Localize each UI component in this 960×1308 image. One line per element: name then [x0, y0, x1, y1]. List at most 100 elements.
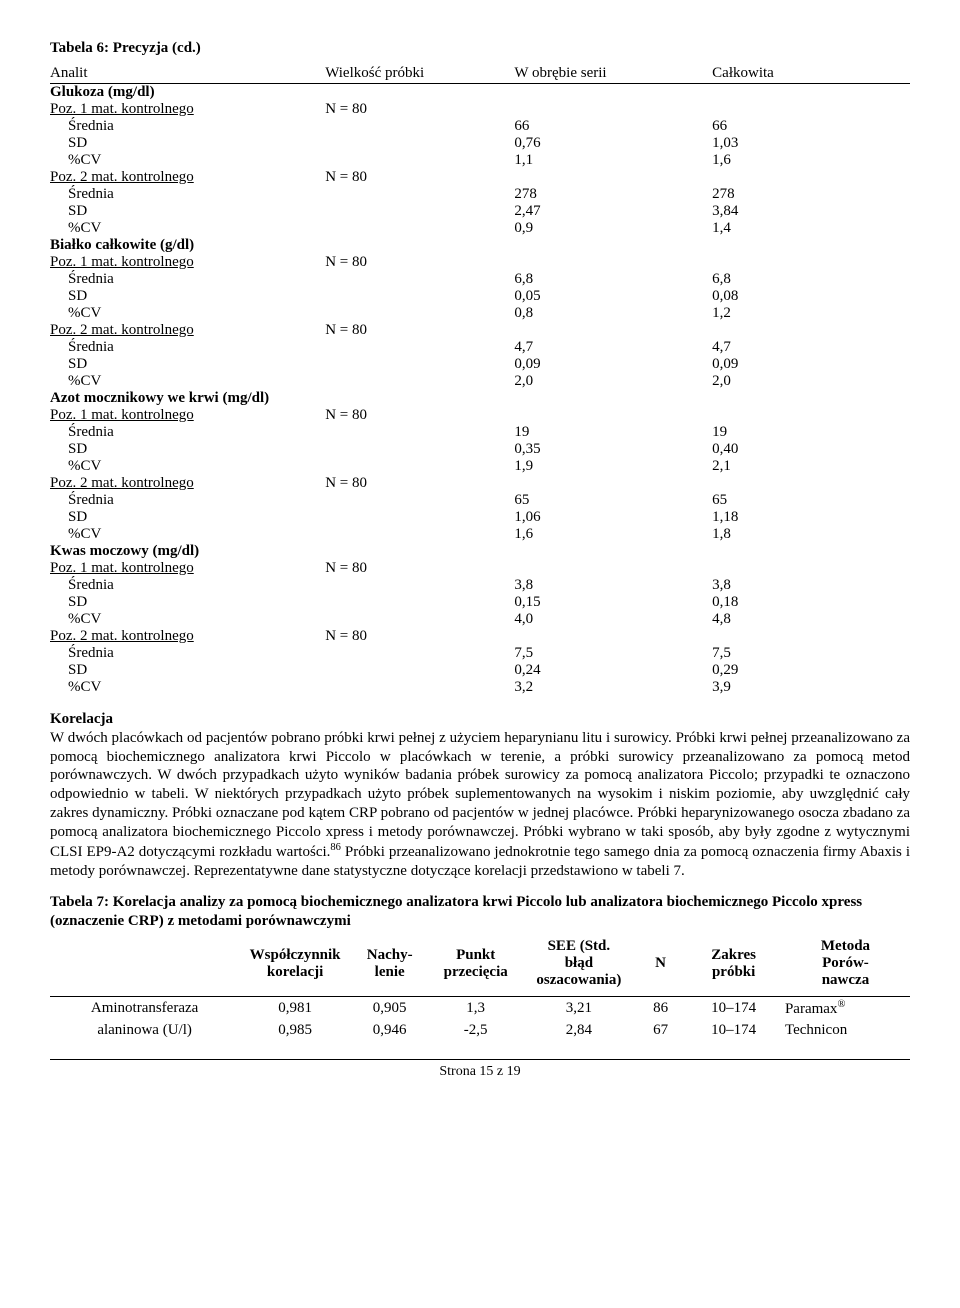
t6-ws: 0,15	[514, 594, 712, 611]
t7-h-see: SEE (Std.błądoszacowania)	[523, 936, 635, 991]
t6-param: Średnia	[50, 186, 325, 203]
t6-param: %CV	[50, 679, 325, 696]
t6-param: Średnia	[50, 492, 325, 509]
t6-param: %CV	[50, 373, 325, 390]
t6-tot: 1,18	[712, 509, 910, 526]
t6-param: SD	[50, 662, 325, 679]
t6-param: %CV	[50, 152, 325, 169]
t7-r1-met: Paramax®	[781, 997, 910, 1021]
t6-param: Średnia	[50, 118, 325, 135]
t7-r2-zak: 10–174	[686, 1020, 781, 1041]
t6-ws: 0,8	[514, 305, 712, 322]
t6-ws: 1,9	[514, 458, 712, 475]
t7-h-n: N	[635, 936, 687, 991]
korelacja-heading: Korelacja	[50, 711, 113, 727]
t6-ws: 7,5	[514, 645, 712, 662]
korelacja-sup: 86	[330, 842, 341, 853]
t7-h-punkt: Punkt przecięcia	[428, 936, 523, 991]
t6-param: %CV	[50, 526, 325, 543]
t6-ws: 0,05	[514, 288, 712, 305]
t6-param: SD	[50, 441, 325, 458]
table6-head-analit: Analit	[50, 65, 325, 82]
t6-level-n: N = 80	[325, 101, 514, 118]
t6-ws: 6,8	[514, 271, 712, 288]
t7-r1-nach: 0,905	[351, 997, 428, 1021]
t7-r2-punkt: -2,5	[428, 1020, 523, 1041]
t6-level-label: Poz. 1 mat. kontrolnego	[50, 407, 325, 424]
t6-ws: 0,09	[514, 356, 712, 373]
t6-tot: 278	[712, 186, 910, 203]
t6-param: Średnia	[50, 339, 325, 356]
table6-head-size: Wielkość próbki	[325, 65, 514, 82]
t6-level-n: N = 80	[325, 628, 514, 645]
t6-level-label: Poz. 2 mat. kontrolnego	[50, 322, 325, 339]
t6-tot: 3,84	[712, 203, 910, 220]
t7-h-zakres: Zakres próbki	[686, 936, 781, 991]
t6-param: SD	[50, 203, 325, 220]
t7-r2-see: 2,84	[523, 1020, 635, 1041]
t6-param: SD	[50, 594, 325, 611]
t7-r2-n: 67	[635, 1020, 687, 1041]
t6-param: Średnia	[50, 645, 325, 662]
t6-tot: 7,5	[712, 645, 910, 662]
t6-tot: 3,9	[712, 679, 910, 696]
t6-level-label: Poz. 1 mat. kontrolnego	[50, 101, 325, 118]
t7-r1-see: 3,21	[523, 997, 635, 1021]
t7-r1-n: 86	[635, 997, 687, 1021]
t6-param: SD	[50, 288, 325, 305]
t7-r2-met: Technicon	[781, 1020, 910, 1041]
t6-tot: 0,09	[712, 356, 910, 373]
table7-title: Tabela 7: Korelacja analizy za pomocą bi…	[50, 893, 910, 931]
t6-level-n: N = 80	[325, 560, 514, 577]
t6-param: %CV	[50, 458, 325, 475]
t6-group-heading: Azot mocznikowy we krwi (mg/dl)	[50, 390, 910, 407]
t6-ws: 1,06	[514, 509, 712, 526]
t6-group-heading: Białko całkowite (g/dl)	[50, 237, 910, 254]
t6-param: Średnia	[50, 271, 325, 288]
t6-tot: 2,1	[712, 458, 910, 475]
t6-tot: 65	[712, 492, 910, 509]
t6-ws: 3,8	[514, 577, 712, 594]
table6-title: Tabela 6: Precyzja (cd.)	[50, 40, 910, 57]
t6-level-n: N = 80	[325, 254, 514, 271]
t6-tot: 1,8	[712, 526, 910, 543]
t6-ws: 65	[514, 492, 712, 509]
t6-tot: 4,7	[712, 339, 910, 356]
table6: Analit Wielkość próbki W obrębie serii C…	[50, 65, 910, 696]
t6-tot: 0,29	[712, 662, 910, 679]
t6-param: Średnia	[50, 424, 325, 441]
t6-tot: 1,2	[712, 305, 910, 322]
t6-tot: 0,40	[712, 441, 910, 458]
t6-param: %CV	[50, 611, 325, 628]
korelacja-text1: W dwóch placówkach od pacjentów pobrano …	[50, 730, 910, 861]
t6-ws: 0,76	[514, 135, 712, 152]
t6-tot: 4,8	[712, 611, 910, 628]
t6-tot: 66	[712, 118, 910, 135]
t6-tot: 2,0	[712, 373, 910, 390]
t6-level-label: Poz. 2 mat. kontrolnego	[50, 628, 325, 645]
t6-tot: 3,8	[712, 577, 910, 594]
t6-ws: 1,6	[514, 526, 712, 543]
t6-group-heading: Glukoza (mg/dl)	[50, 84, 910, 102]
t6-ws: 2,47	[514, 203, 712, 220]
t6-param: SD	[50, 135, 325, 152]
t6-ws: 66	[514, 118, 712, 135]
t7-h-wk: Współczynnik korelacji	[239, 936, 351, 991]
t6-tot: 0,18	[712, 594, 910, 611]
t6-ws: 4,7	[514, 339, 712, 356]
table7: Współczynnik korelacji Nachy-lenie Punkt…	[50, 936, 910, 1041]
t6-param: Średnia	[50, 577, 325, 594]
t6-level-n: N = 80	[325, 475, 514, 492]
table6-head-within: W obrębie serii	[514, 65, 712, 82]
t7-r1-zak: 10–174	[686, 997, 781, 1021]
t6-param: %CV	[50, 305, 325, 322]
t7-r1-punkt: 1,3	[428, 997, 523, 1021]
t7-r1-wk: 0,981	[239, 997, 351, 1021]
t7-h-metoda: MetodaPorów-nawcza	[781, 936, 910, 991]
t6-level-n: N = 80	[325, 169, 514, 186]
t7-r2-nach: 0,946	[351, 1020, 428, 1041]
t6-param: SD	[50, 356, 325, 373]
t6-ws: 0,35	[514, 441, 712, 458]
t6-level-n: N = 80	[325, 407, 514, 424]
table6-head-total: Całkowita	[712, 65, 910, 82]
